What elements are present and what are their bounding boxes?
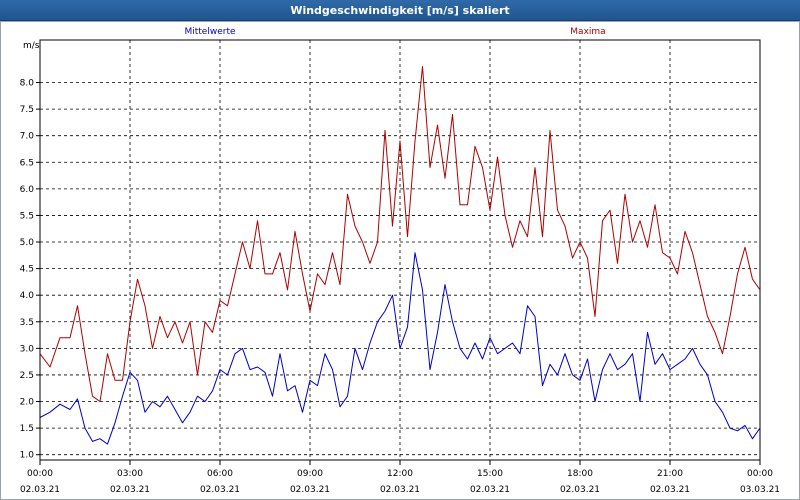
y-tick-label: 8.0 — [20, 79, 35, 89]
x-tick-time: 00:00 — [747, 469, 773, 479]
chart-title: Windgeschwindigkeit [m/s] skaliert — [0, 0, 800, 21]
legend-mittelwerte: Mittelwerte — [184, 27, 235, 37]
y-tick-label: 3.0 — [20, 344, 35, 354]
series-line-maxima — [39, 66, 761, 402]
y-tick-label: 4.0 — [20, 291, 35, 301]
x-tick-date: 03.03.21 — [740, 485, 780, 495]
x-tick-time: 18:00 — [567, 469, 593, 479]
y-tick-label: 6.5 — [20, 158, 34, 168]
x-tick-date: 02.03.21 — [380, 485, 420, 495]
x-tick-labels: 00:00 02.03.21 03:00 02.03.21 06:00 02.03.21 0… — [20, 469, 780, 495]
legend-maxima: Maxima — [570, 27, 605, 37]
y-axis-label: m/s — [23, 41, 40, 51]
x-tick-date: 02.03.21 — [20, 485, 60, 495]
x-tick-time: 21:00 — [657, 469, 683, 479]
y-tick-label: 1.0 — [20, 451, 35, 461]
x-tick-time: 09:00 — [297, 469, 323, 479]
x-tick-time: 03:00 — [117, 469, 143, 479]
x-tick-date: 02.03.21 — [110, 485, 150, 495]
y-tick-label: 6.0 — [20, 185, 35, 195]
x-tick-time: 06:00 — [207, 469, 233, 479]
y-tick-label: 5.0 — [20, 238, 35, 248]
x-tick-date: 02.03.21 — [560, 485, 600, 495]
x-tick-date: 02.03.21 — [650, 485, 690, 495]
y-tick-label: 2.0 — [20, 398, 35, 408]
x-tick-date: 02.03.21 — [470, 485, 510, 495]
y-tick-label: 5.5 — [20, 211, 34, 221]
x-tick-time: 12:00 — [387, 469, 413, 479]
grid-lines — [39, 40, 761, 460]
plot-border — [39, 39, 761, 461]
y-tick-label: 1.5 — [20, 424, 34, 434]
x-tick-date: 02.03.21 — [290, 485, 330, 495]
axes — [36, 39, 761, 465]
y-tick-labels: 1.0 1.5 2.0 2.5 3.0 3.5 4.0 4.5 5.0 5.5 6.0 6.5 7.0 7… — [20, 79, 35, 461]
y-tick-label: 3.5 — [20, 318, 34, 328]
y-tick-label: 7.5 — [20, 105, 34, 115]
series-line-mittelwerte — [39, 252, 761, 445]
y-tick-label: 4.5 — [20, 265, 34, 275]
x-tick-time: 00:00 — [27, 469, 53, 479]
y-tick-label: 2.5 — [20, 371, 34, 381]
series-lines — [39, 66, 761, 445]
y-tick-label: 7.0 — [20, 132, 35, 142]
x-tick-time: 15:00 — [477, 469, 503, 479]
x-tick-date: 02.03.21 — [200, 485, 240, 495]
